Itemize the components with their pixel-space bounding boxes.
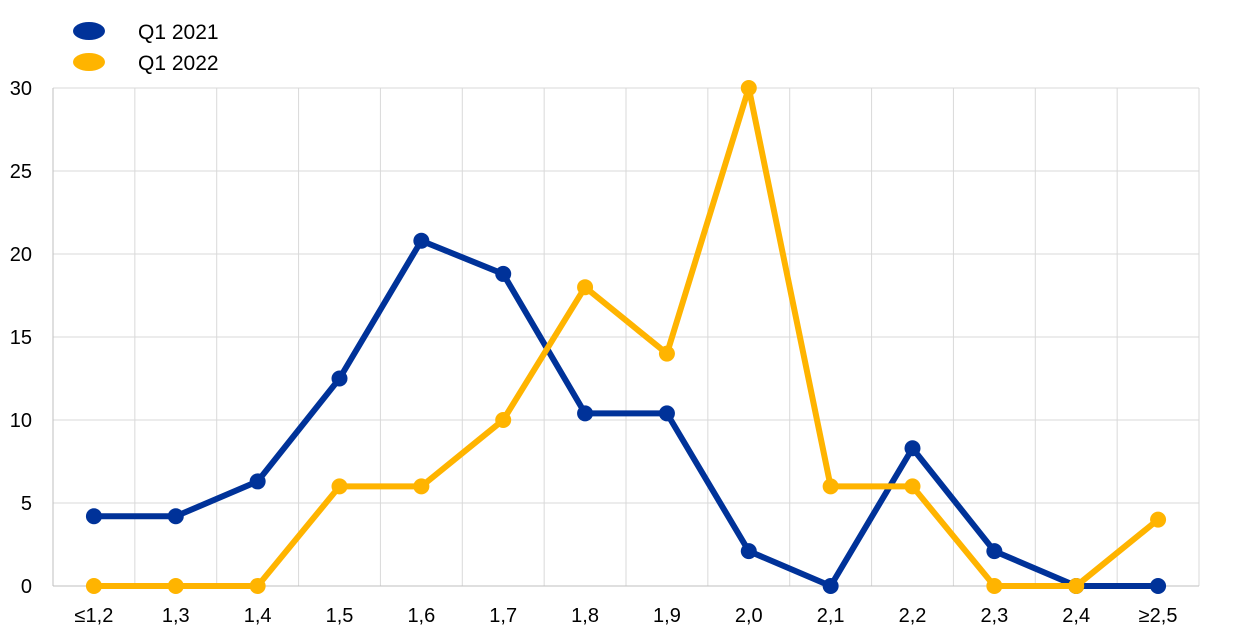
- data-point: [413, 232, 430, 249]
- series-layer: [85, 80, 1167, 594]
- data-point: [658, 405, 675, 422]
- x-tick-label: 2,0: [735, 605, 763, 627]
- x-tick-labels: ≤1,2 1,3 1,4 1,5 1,6 1,7 1,8 1,9 2,0 2,1 2,2 2,3 2,4…: [75, 605, 1178, 627]
- y-tick-label: 15: [10, 327, 32, 349]
- legend-marker: [73, 53, 105, 71]
- x-tick-label: 2,3: [980, 605, 1008, 627]
- x-tick-label: 1,9: [653, 605, 681, 627]
- data-point: [167, 508, 184, 525]
- x-tick-label: 1,5: [326, 605, 354, 627]
- data-point: [413, 478, 430, 495]
- data-point: [167, 578, 184, 594]
- x-tick-label: 2,4: [1062, 605, 1090, 627]
- data-point: [495, 412, 512, 428]
- data-point: [1068, 578, 1085, 594]
- legend-label: Q1 2022: [138, 52, 219, 75]
- data-point: [577, 279, 594, 296]
- x-tick-label: 1,7: [489, 605, 517, 627]
- data-point: [249, 578, 266, 594]
- data-point: [904, 478, 921, 495]
- legend-item: Q1 2022: [73, 52, 219, 75]
- data-point: [986, 543, 1003, 560]
- legend: Q1 2021 Q1 2022: [73, 21, 219, 75]
- data-point: [822, 578, 839, 594]
- x-tick-label: ≥2,5: [1139, 605, 1178, 627]
- legend-item: Q1 2021: [73, 21, 219, 44]
- data-point: [904, 440, 921, 457]
- y-tick-label: 10: [10, 410, 32, 432]
- data-point: [986, 578, 1003, 594]
- series-1: [85, 232, 1167, 594]
- y-tick-label: 30: [10, 78, 32, 100]
- data-point: [85, 578, 102, 594]
- data-point: [740, 80, 757, 96]
- data-point: [740, 543, 757, 560]
- series-2: [85, 80, 1167, 594]
- series-line: [90, 237, 1162, 589]
- y-tick-label: 25: [10, 161, 32, 183]
- x-tick-label: 2,1: [817, 605, 845, 627]
- data-point: [822, 478, 839, 495]
- x-tick-label: 1,8: [571, 605, 599, 627]
- data-point: [577, 405, 594, 422]
- series-line: [90, 85, 1162, 589]
- data-point: [1150, 578, 1167, 594]
- data-point: [495, 265, 512, 282]
- legend-marker: [73, 22, 105, 40]
- legend-label: Q1 2021: [138, 21, 219, 44]
- data-point: [85, 508, 102, 525]
- data-point: [249, 473, 266, 490]
- y-tick-label: 5: [21, 493, 32, 515]
- x-tick-label: ≤1,2: [75, 605, 114, 627]
- x-tick-label: 1,6: [407, 605, 435, 627]
- y-tick-label: 20: [10, 244, 32, 266]
- data-point: [1150, 511, 1167, 528]
- grid: [53, 87, 1200, 586]
- x-tick-label: 1,4: [244, 605, 272, 627]
- data-point: [331, 370, 348, 387]
- data-point: [331, 478, 348, 495]
- data-point: [658, 345, 675, 362]
- y-tick-labels: 0 5 10 15 20 25 30: [10, 78, 32, 598]
- x-tick-label: 2,2: [899, 605, 927, 627]
- x-tick-label: 1,3: [162, 605, 190, 627]
- y-tick-label: 0: [21, 576, 32, 598]
